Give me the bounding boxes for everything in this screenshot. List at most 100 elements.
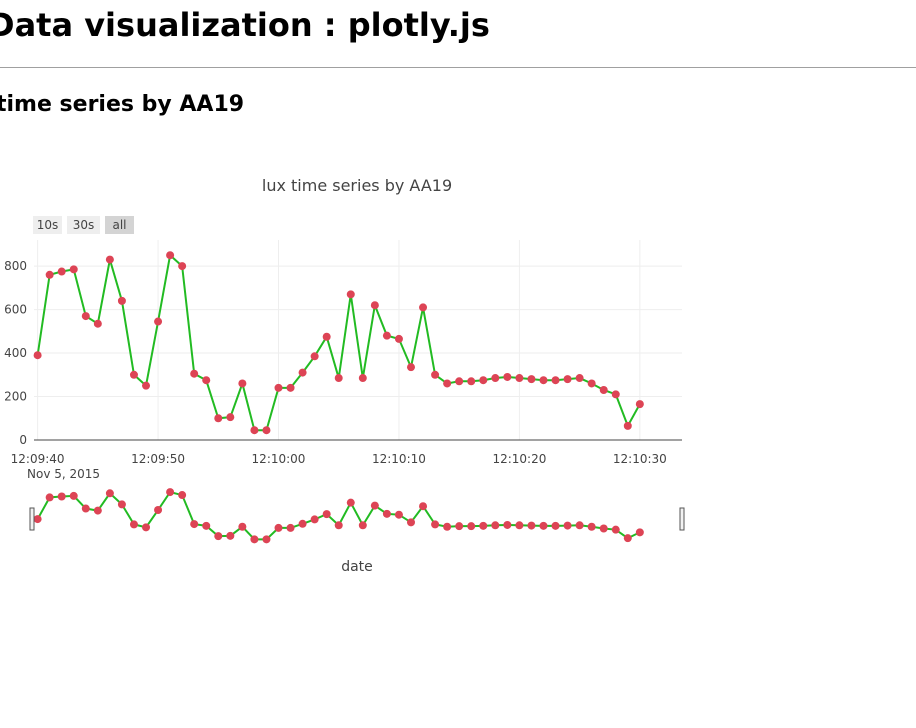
data-point[interactable]	[190, 369, 199, 378]
chart-title: lux time series by AA19	[262, 176, 452, 195]
slider-data-point	[563, 521, 572, 530]
slider-data-point	[322, 510, 331, 519]
range-button-all[interactable]: all	[105, 216, 134, 234]
data-point[interactable]	[178, 262, 187, 271]
range-button-label[interactable]: all	[112, 218, 126, 232]
slider-data-point	[406, 518, 415, 527]
data-point[interactable]	[45, 270, 54, 279]
data-point[interactable]	[479, 376, 488, 385]
slider-data-point	[491, 521, 500, 530]
slider-data-point	[262, 535, 271, 544]
data-point[interactable]	[334, 374, 343, 383]
data-point[interactable]	[431, 370, 440, 379]
data-point[interactable]	[33, 351, 42, 360]
data-point[interactable]	[527, 375, 536, 384]
lux-time-series-chart[interactable]: lux time series by AA19 10s 30s all 0 200 40…	[0, 150, 916, 590]
data-point[interactable]	[214, 414, 223, 423]
slider-data-point	[166, 488, 175, 497]
data-point[interactable]	[455, 377, 464, 386]
data-point[interactable]	[575, 374, 584, 383]
slider-data-point	[551, 521, 560, 530]
data-point[interactable]	[129, 370, 138, 379]
data-point[interactable]	[623, 421, 632, 430]
data-point[interactable]	[611, 390, 620, 399]
data-point[interactable]	[262, 426, 271, 435]
data-point[interactable]	[563, 375, 572, 384]
data-point[interactable]	[310, 352, 319, 361]
data-point[interactable]	[322, 332, 331, 341]
range-button-label[interactable]: 30s	[73, 218, 95, 232]
data-point[interactable]	[286, 383, 295, 392]
data-point[interactable]	[142, 381, 151, 390]
data-point[interactable]	[238, 379, 247, 388]
data-point[interactable]	[57, 267, 66, 276]
data-point[interactable]	[226, 413, 235, 422]
data-point[interactable]	[81, 312, 90, 321]
data-point[interactable]	[491, 374, 500, 383]
slider-data-point	[358, 521, 367, 530]
y-tick-label: 0	[19, 433, 27, 447]
range-button-bg[interactable]	[33, 216, 62, 234]
data-point[interactable]	[515, 374, 524, 383]
data-point[interactable]	[503, 372, 512, 381]
data-point[interactable]	[467, 377, 476, 386]
data-point[interactable]	[166, 251, 175, 260]
plot-area[interactable]	[33, 251, 644, 435]
data-point[interactable]	[69, 265, 78, 274]
data-point[interactable]	[370, 301, 379, 310]
slider-data-point	[515, 521, 524, 530]
data-point[interactable]	[382, 331, 391, 340]
data-point[interactable]	[406, 363, 415, 372]
data-point[interactable]	[358, 374, 367, 383]
slider-data-point	[81, 504, 90, 513]
slider-data-point	[286, 523, 295, 532]
range-button-bg[interactable]	[67, 216, 100, 234]
data-point[interactable]	[93, 319, 102, 328]
slider-data-point	[105, 489, 114, 498]
slider-data-point	[455, 522, 464, 531]
range-slider[interactable]	[29, 488, 685, 544]
range-button-30s[interactable]: 30s	[67, 216, 100, 234]
slider-data-point	[611, 525, 620, 534]
data-point[interactable]	[154, 317, 163, 326]
slider-data-point	[599, 524, 608, 533]
slider-data-point	[370, 501, 379, 510]
data-point[interactable]	[394, 334, 403, 343]
range-slider-left-handle[interactable]	[29, 507, 35, 531]
y-axis: 0 200 400 600 800	[4, 259, 27, 447]
range-button-label[interactable]: 10s	[37, 218, 59, 232]
data-point[interactable]	[443, 379, 452, 388]
slider-data-point	[635, 528, 644, 537]
slider-data-point	[346, 498, 355, 507]
data-point[interactable]	[105, 255, 114, 264]
y-tick-label: 600	[4, 303, 27, 317]
data-point[interactable]	[599, 386, 608, 394]
slider-data-point	[467, 522, 476, 531]
range-slider-right-handle[interactable]	[679, 507, 685, 531]
slider-data-point	[202, 521, 211, 530]
slider-data-point	[250, 535, 259, 544]
y-tick-label: 800	[4, 259, 27, 273]
range-button-10s[interactable]: 10s	[33, 216, 62, 234]
data-point[interactable]	[539, 376, 548, 385]
data-point[interactable]	[298, 368, 307, 377]
data-point[interactable]	[635, 400, 644, 409]
data-point[interactable]	[274, 383, 283, 392]
data-point[interactable]	[202, 376, 211, 385]
slider-data-point	[527, 521, 536, 530]
slider-data-point	[575, 521, 584, 530]
x-tick-label: 12:10:00	[252, 452, 306, 466]
range-button-bg[interactable]	[105, 216, 134, 234]
data-point[interactable]	[587, 379, 596, 388]
range-selector: 10s 30s all	[33, 216, 134, 234]
title-divider	[0, 67, 916, 68]
data-point[interactable]	[551, 376, 560, 385]
data-point[interactable]	[117, 296, 126, 305]
y-tick-label: 400	[4, 346, 27, 360]
data-point[interactable]	[346, 290, 355, 299]
slider-data-point	[190, 520, 199, 529]
data-point[interactable]	[250, 426, 259, 435]
x-tick-label: 12:10:10	[372, 452, 426, 466]
slider-data-point	[93, 506, 102, 515]
data-point[interactable]	[419, 303, 428, 312]
